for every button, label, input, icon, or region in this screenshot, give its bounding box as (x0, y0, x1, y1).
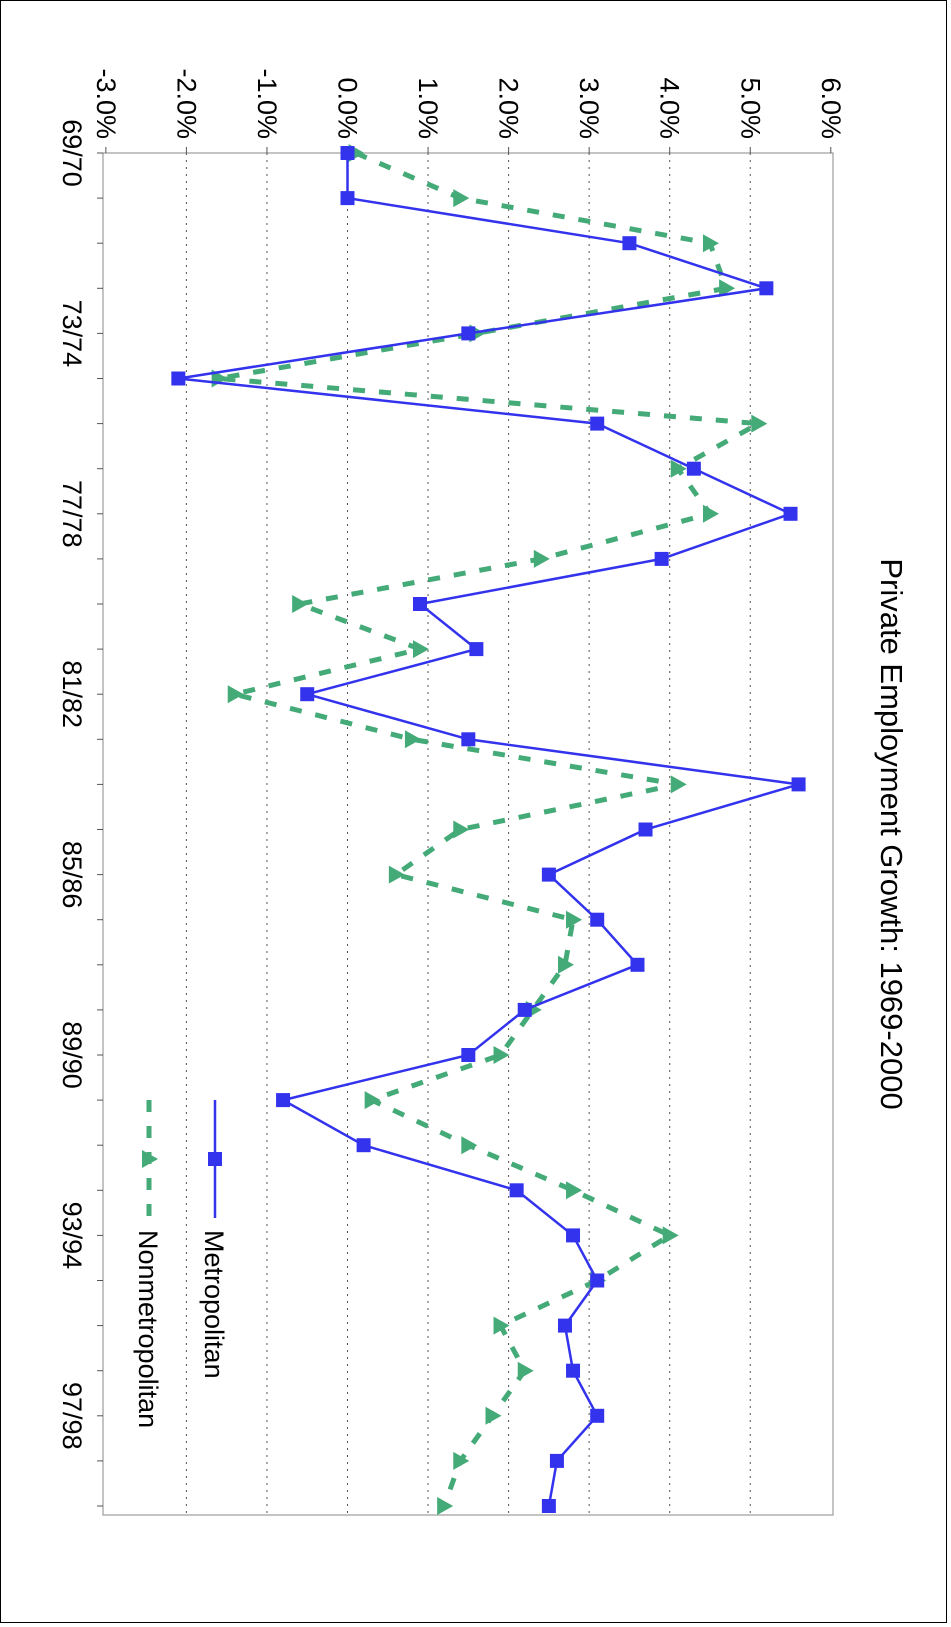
nonmetropolitan-series-line (218, 150, 767, 1507)
value-tick-label: 5.0% (735, 77, 765, 139)
nonmetropolitan-point (702, 234, 719, 253)
metropolitan-point (276, 1093, 291, 1108)
nonmetropolitan-point (227, 685, 244, 704)
nonmetropolitan-point (533, 549, 550, 568)
value-tick-label: 1.0% (413, 77, 443, 139)
nonmetropolitan-point (453, 1451, 470, 1470)
metropolitan-point (517, 1002, 532, 1017)
metropolitan-point (171, 371, 186, 386)
nonmetropolitan-point (517, 1361, 534, 1380)
metropolitan-point (783, 506, 798, 521)
nonmetropolitan-point (461, 1136, 478, 1155)
value-tick-label: 3.0% (574, 77, 604, 139)
category-tick-label: 77/78 (57, 480, 87, 548)
series-group (171, 144, 806, 1515)
value-tick-label: 0.0% (333, 77, 363, 139)
metropolitan-point (622, 236, 637, 251)
chart-title: Private Employment Growth: 1969-2000 (874, 558, 909, 1109)
nonmetropolitan-point (485, 1406, 502, 1425)
plot-area (102, 152, 834, 1516)
metropolitan-point (590, 416, 605, 431)
value-tick-label: 2.0% (494, 77, 524, 139)
nonmetropolitan-point (437, 1497, 454, 1515)
metropolitan-point (412, 597, 427, 611)
tick-labels: -3.0% -2.0% -1.0% 0.0% 1.0% 2.0% 3.0% 4.0% 5.0% 6… (57, 68, 846, 1449)
value-tick-label: -2.0% (171, 68, 201, 139)
category-tick-label: 85/86 (57, 841, 87, 909)
value-tick-label: -1.0% (252, 68, 282, 139)
metropolitan-point (509, 1183, 524, 1198)
category-tick-label: 93/94 (57, 1202, 87, 1270)
category-tick-label: 97/98 (57, 1382, 87, 1450)
metropolitan-point (759, 281, 774, 296)
nonmetropolitan-point (364, 1091, 381, 1110)
nonmetropolitan-point (388, 865, 405, 884)
metropolitan-point (356, 1138, 371, 1153)
category-tick-label: 81/82 (57, 660, 87, 728)
metropolitan-point (686, 461, 701, 476)
nonmetropolitan-point (670, 459, 687, 478)
nonmetropolitan-point (662, 1226, 679, 1245)
metropolitan-point (461, 1048, 476, 1062)
metropolitan-point (549, 1453, 564, 1468)
category-tick-label: 89/90 (57, 1021, 87, 1089)
metropolitan-point (461, 326, 476, 341)
value-tick-label: 4.0% (655, 77, 685, 139)
metropolitan-legend-marker (208, 1152, 222, 1166)
nonmetropolitan-point (557, 955, 574, 974)
metropolitan-point (541, 1499, 556, 1513)
metropolitan-point (638, 822, 653, 837)
metropolitan-point (590, 1273, 605, 1288)
category-tick-label: 73/74 (57, 300, 87, 368)
axes (97, 147, 832, 1507)
metropolitan-point (541, 867, 556, 882)
metropolitan-series-line (178, 153, 799, 1507)
metropolitan-legend-label: Metropolitan (199, 1230, 229, 1379)
nonmetropolitan-legend-marker (142, 1150, 158, 1168)
nonmetropolitan-point (404, 730, 421, 749)
nonmetropolitan-point (493, 1046, 510, 1064)
metropolitan-point (300, 687, 315, 702)
category-tick-label: 69/70 (57, 119, 87, 187)
nonmetropolitan-legend-label: Nonmetropolitan (133, 1230, 163, 1428)
nonmetropolitan-point (412, 640, 429, 659)
nonmetropolitan-point (751, 414, 768, 433)
legend: Metropolitan Nonmetropolitan (133, 1100, 229, 1428)
nonmetropolitan-point (566, 910, 583, 929)
nonmetropolitan-point (670, 775, 687, 794)
grid-lines (185, 153, 751, 1515)
metropolitan-point (654, 551, 669, 566)
metropolitan-point (566, 1228, 581, 1243)
nonmetropolitan-point (292, 595, 309, 613)
metropolitan-point (557, 1318, 572, 1333)
value-tick-label: -3.0% (91, 68, 121, 139)
nonmetropolitan-point (453, 189, 470, 208)
metropolitan-point (791, 777, 806, 792)
nonmetropolitan-point (566, 1181, 583, 1200)
nonmetropolitan-point (493, 1316, 510, 1335)
metropolitan-point (340, 191, 355, 206)
metropolitan-point (630, 957, 645, 972)
metropolitan-point (590, 1408, 605, 1423)
value-tick-label: 6.0% (816, 77, 846, 139)
nonmetropolitan-point (453, 820, 470, 839)
nonmetropolitan-point (702, 504, 719, 523)
metropolitan-point (461, 732, 476, 747)
nonmetropolitan-point (719, 279, 736, 298)
metropolitan-point (340, 146, 355, 160)
metropolitan-point (566, 1363, 581, 1378)
metropolitan-point (469, 642, 484, 657)
metropolitan-point (590, 912, 605, 927)
